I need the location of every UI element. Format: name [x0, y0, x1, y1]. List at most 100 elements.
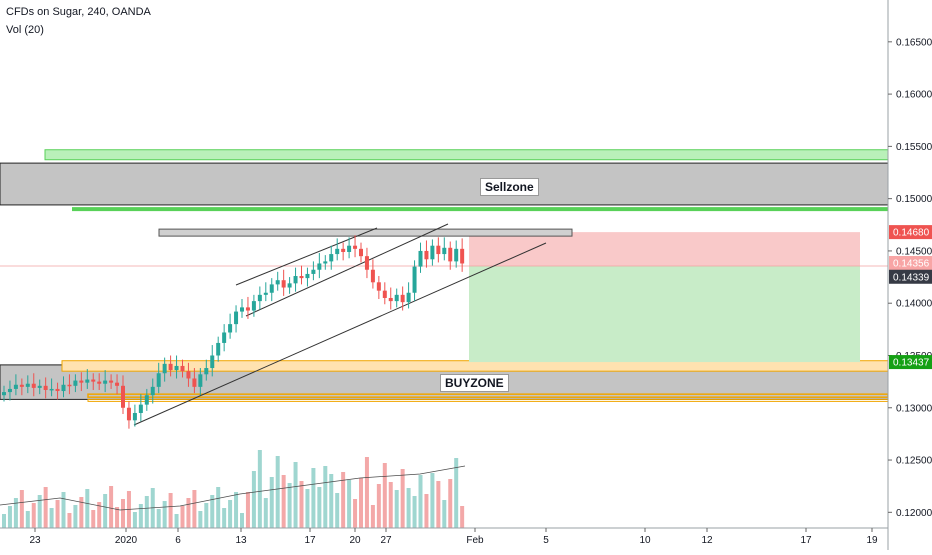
candle-body[interactable]: [448, 247, 453, 262]
candle-body[interactable]: [156, 373, 161, 387]
candle-body[interactable]: [13, 384, 18, 389]
candle-body[interactable]: [7, 388, 12, 393]
candle-body[interactable]: [454, 248, 459, 262]
candle-body[interactable]: [376, 282, 381, 291]
candle-body[interactable]: [222, 332, 227, 343]
candle-body[interactable]: [317, 263, 322, 270]
upper-green-band[interactable]: [44, 149, 889, 161]
candle-body[interactable]: [144, 395, 149, 405]
candle-body[interactable]: [55, 388, 60, 392]
volume-indicator-label: Vol (20): [6, 24, 44, 36]
candle-body[interactable]: [91, 379, 96, 382]
candle-body[interactable]: [287, 283, 292, 288]
candle-body[interactable]: [406, 292, 411, 303]
candle-body[interactable]: [109, 380, 114, 383]
candle-body[interactable]: [281, 280, 286, 288]
candle-body[interactable]: [353, 245, 358, 249]
candle-body[interactable]: [323, 261, 328, 264]
candle-body[interactable]: [311, 269, 316, 274]
candle-body[interactable]: [132, 412, 137, 421]
candle-body[interactable]: [388, 297, 393, 302]
candle-body[interactable]: [67, 384, 72, 387]
candle-body[interactable]: [19, 384, 24, 387]
channel-upper-1[interactable]: [235, 227, 378, 286]
candle-body[interactable]: [150, 386, 155, 396]
price-tag-0[interactable]: [889, 225, 932, 240]
support-trendline[interactable]: [133, 242, 547, 426]
candle-body[interactable]: [424, 250, 429, 260]
candle-body[interactable]: [412, 266, 417, 293]
candle-body[interactable]: [394, 294, 399, 302]
time-axis-label: 12: [701, 535, 713, 546]
candle-body[interactable]: [25, 383, 30, 387]
position-target-area[interactable]: [469, 265, 860, 363]
candle-body[interactable]: [275, 280, 280, 285]
candle-body[interactable]: [31, 383, 36, 388]
candle-body[interactable]: [138, 404, 143, 413]
volume-bar: [138, 504, 143, 528]
candle-body[interactable]: [442, 247, 447, 255]
price-tag-1[interactable]: [889, 255, 932, 270]
candle-body[interactable]: [400, 294, 405, 303]
candle-body[interactable]: [61, 384, 66, 392]
candle-body[interactable]: [43, 385, 48, 390]
candle-body[interactable]: [364, 256, 369, 270]
volume-bar: [55, 500, 60, 528]
candle-body[interactable]: [436, 245, 441, 255]
candle-body[interactable]: [97, 381, 102, 384]
price-tag-3[interactable]: [889, 355, 932, 370]
buyzone-lower-band-2[interactable]: [87, 398, 889, 402]
candle-body[interactable]: [299, 276, 304, 279]
candle-body[interactable]: [216, 342, 221, 356]
candle-body[interactable]: [347, 245, 352, 252]
candle-body[interactable]: [460, 248, 465, 264]
candle-body[interactable]: [73, 380, 78, 386]
candle-body[interactable]: [85, 379, 90, 383]
candle-body[interactable]: [37, 385, 42, 388]
candle-body[interactable]: [234, 311, 239, 325]
candle-body[interactable]: [186, 371, 191, 379]
candle-body[interactable]: [103, 380, 108, 384]
candle-body[interactable]: [192, 378, 197, 387]
candle-body[interactable]: [79, 380, 84, 383]
candle-body[interactable]: [115, 382, 120, 386]
candle-body[interactable]: [418, 250, 423, 267]
volume-bar: [442, 500, 447, 528]
candle-body[interactable]: [121, 385, 125, 408]
candle-body[interactable]: [168, 363, 173, 371]
volume-bar: [299, 481, 304, 528]
lower-green-line[interactable]: [72, 207, 888, 212]
candle-body[interactable]: [305, 273, 310, 279]
candle-body[interactable]: [257, 294, 262, 302]
candle-body[interactable]: [2, 392, 6, 396]
candle-body[interactable]: [228, 324, 233, 333]
candle-body[interactable]: [198, 374, 203, 387]
candle-body[interactable]: [126, 407, 131, 421]
candle-body[interactable]: [174, 365, 179, 371]
candle-body[interactable]: [359, 248, 363, 257]
candle-body[interactable]: [370, 269, 375, 283]
candle-body[interactable]: [382, 290, 387, 298]
candle-body[interactable]: [251, 301, 256, 311]
candle-body[interactable]: [335, 248, 340, 255]
candle-body[interactable]: [180, 365, 185, 372]
candle-body[interactable]: [210, 355, 215, 369]
candle-body[interactable]: [263, 292, 268, 295]
candle-body[interactable]: [341, 248, 346, 252]
sellzone-rect[interactable]: [0, 162, 889, 206]
candle-body[interactable]: [293, 276, 298, 284]
candle-body[interactable]: [329, 254, 334, 262]
candle-body[interactable]: [240, 307, 244, 312]
candle-body[interactable]: [430, 245, 435, 260]
channel-upper-2[interactable]: [245, 223, 449, 317]
position-stop-area[interactable]: [469, 232, 860, 266]
candle-body[interactable]: [269, 284, 274, 293]
candle-body[interactable]: [245, 307, 250, 311]
candle-body[interactable]: [49, 388, 54, 391]
candle-body[interactable]: [204, 368, 209, 375]
buyzone-upper-band[interactable]: [61, 360, 889, 372]
candle-body[interactable]: [162, 363, 167, 374]
price-tag-2[interactable]: [889, 269, 932, 284]
